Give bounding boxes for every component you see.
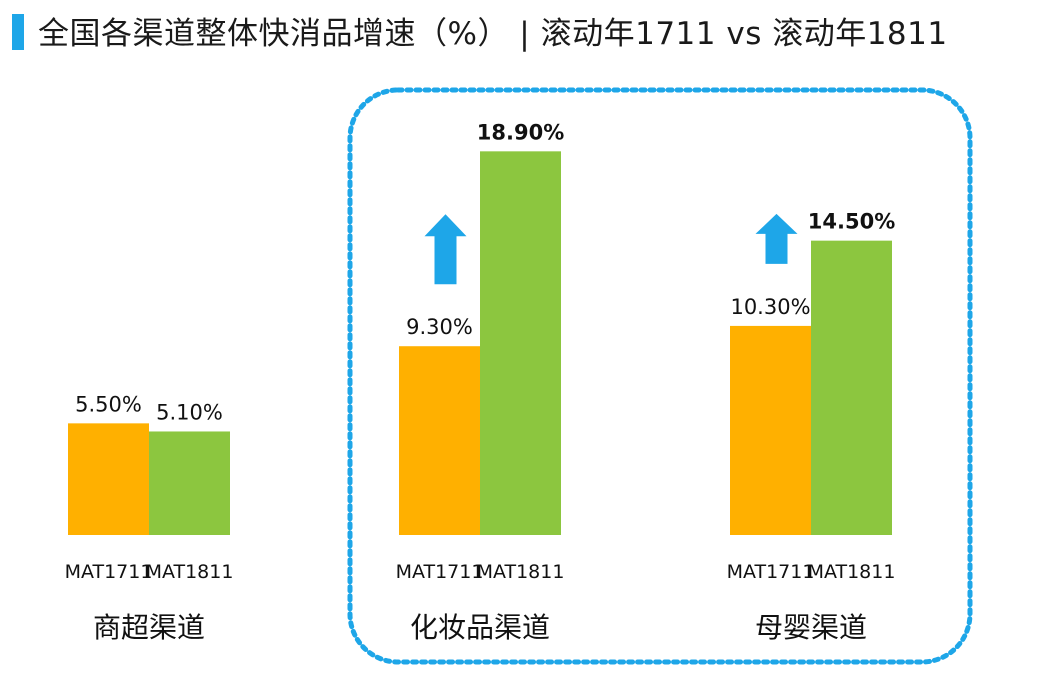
bar-2-2: [480, 151, 561, 535]
tick-label-1-2: MAT1811: [146, 561, 234, 583]
highlight-box: [347, 87, 973, 665]
page-title: 全国各渠道整体快消品增速（%） | 滚动年1711 vs 滚动年1811: [38, 16, 948, 52]
bar-3-1: [730, 325, 811, 535]
bar-1-2: [149, 431, 230, 535]
tick-label-3-1: MAT1711: [727, 561, 815, 583]
value-label-1-2: 5.10%: [156, 400, 223, 424]
group-label-1: 商超渠道: [93, 611, 205, 644]
title-accent-bar: [12, 14, 24, 50]
bar-3-2: [811, 240, 892, 535]
value-label-1-1: 5.50%: [75, 392, 142, 416]
bar-2-1: [399, 346, 480, 535]
value-label-3-2: 14.50%: [808, 210, 895, 234]
tick-label-2-1: MAT1711: [396, 561, 484, 583]
value-label-3-1: 10.30%: [730, 295, 810, 319]
bar-1-1: [68, 423, 149, 535]
tick-label-1-1: MAT1711: [65, 561, 153, 583]
tick-label-3-2: MAT1811: [808, 561, 896, 583]
up-arrow-icon: [424, 214, 467, 285]
value-label-2-1: 9.30%: [406, 315, 473, 339]
up-arrow-icon: [755, 213, 798, 264]
value-label-2-2: 18.90%: [477, 120, 564, 144]
group-label-2: 化妆品渠道: [410, 611, 550, 644]
group-label-3: 母婴渠道: [755, 611, 867, 644]
tick-label-2-2: MAT1811: [477, 561, 565, 583]
